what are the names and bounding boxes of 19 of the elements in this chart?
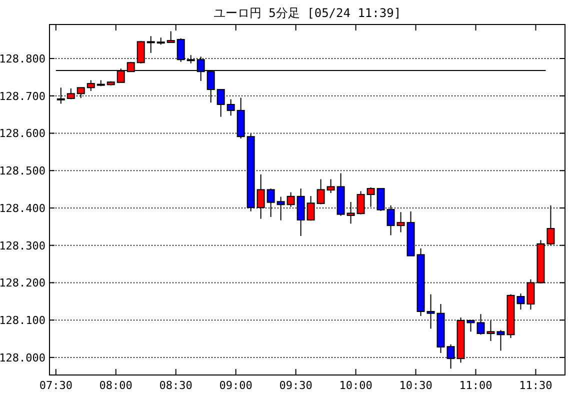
y-tick-label: 128.500 [0, 164, 46, 178]
x-tick-label: 10:30 [399, 379, 432, 392]
y-tick-label: 128.300 [0, 239, 46, 252]
x-tick-label: 09:00 [219, 379, 252, 392]
y-tick-label: 128.400 [0, 202, 46, 215]
x-tick-label: 10:00 [339, 379, 372, 392]
y-tick-label: 128.600 [0, 127, 46, 140]
y-tick-label: 128.800 [0, 52, 46, 66]
y-tick-label: 128.200 [0, 276, 46, 290]
y-tick-label: 128.700 [0, 90, 46, 103]
chart-title: ユーロ円 5分足 [05/24 11:39] [213, 6, 402, 20]
y-tick-label: 128.000 [0, 351, 46, 364]
x-tick-label: 11:30 [519, 379, 552, 392]
x-tick-label: 08:30 [159, 379, 192, 392]
y-tick-label: 128.100 [0, 314, 46, 328]
x-tick-label: 08:00 [99, 379, 132, 392]
x-tick-label: 07:30 [39, 379, 72, 392]
x-tick-label: 09:30 [279, 379, 312, 392]
x-tick-label: 11:00 [459, 379, 492, 392]
